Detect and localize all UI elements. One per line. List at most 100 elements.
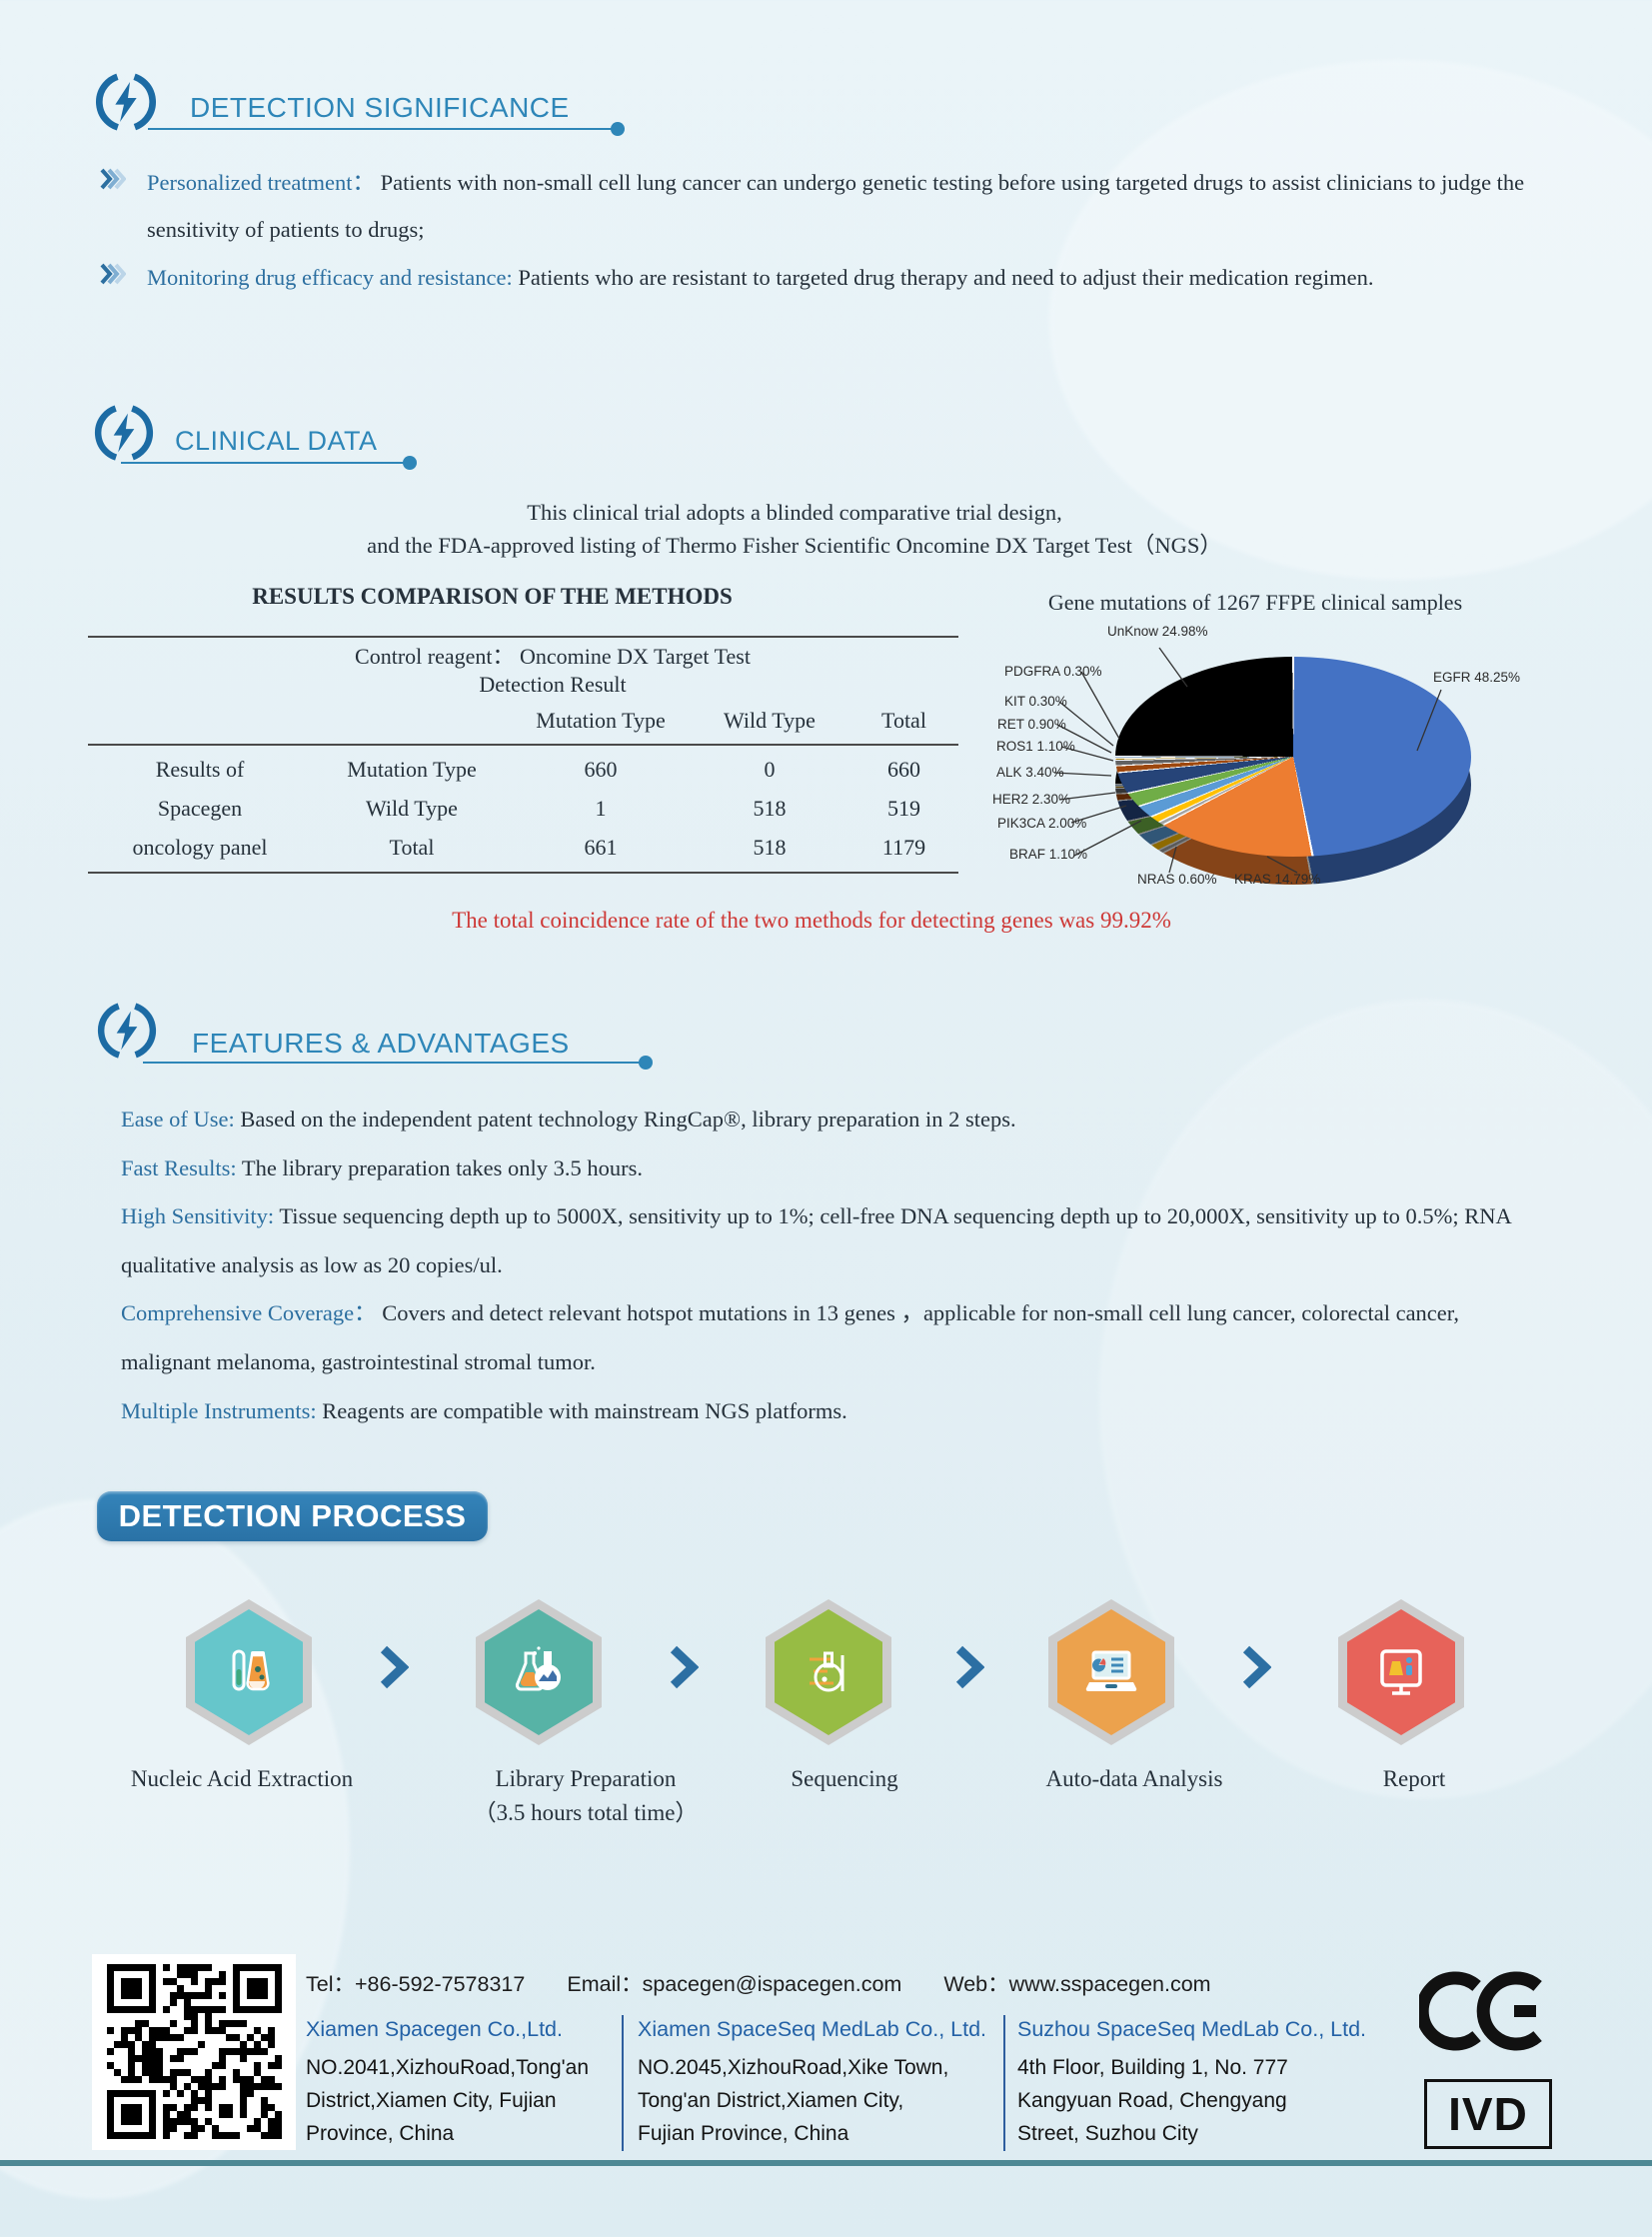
column-divider: [622, 2015, 624, 2151]
pie-label-unknow: UnKnow 24.98%: [1107, 624, 1208, 639]
process-label-extraction: Nucleic Acid Extraction: [130, 1766, 354, 1791]
feature-lead: Fast Results:: [121, 1154, 237, 1180]
process-step-sequencing: [766, 1599, 891, 1745]
detection-process-title: DETECTION PROCESS: [118, 1498, 467, 1533]
pie-label-alk: ALK 3.40%: [996, 765, 1064, 780]
col-header-wild-type: Wild Type: [724, 708, 816, 733]
table-cell: 661: [584, 835, 618, 860]
laptop-chart-icon: [1057, 1609, 1165, 1735]
pie-label-kras: KRAS 14.79%: [1234, 872, 1321, 887]
web-label: Web：: [943, 1972, 1009, 1996]
company-address: NO.2041,XizhouRoad,Tong'an District,Xiam…: [306, 2056, 590, 2145]
web-value: www.sspacegen.com: [1008, 1972, 1211, 1996]
row-group-label: oncology panel: [132, 835, 268, 860]
bullet-lead: Monitoring drug efficacy and resistance:: [147, 265, 513, 290]
spacegen-logo-icon: [93, 402, 155, 464]
table-control-header: Control reagent： Oncomine DX Target Test…: [220, 643, 885, 699]
bullet-text: Patients with non-small cell lung cancer…: [147, 170, 1525, 242]
pie-label-pdgfra: PDGFRA 0.30%: [1004, 664, 1102, 679]
clinical-intro: This clinical trial adopts a blinded com…: [0, 496, 1589, 562]
table-cell: 518: [753, 835, 787, 860]
feature-text: Reagents are compatible with mainstream …: [322, 1397, 847, 1423]
tel-value: +86-592-7578317: [354, 1972, 526, 1996]
section-title-features-advantages: FEATURES & ADVANTAGES: [192, 1028, 570, 1059]
control-header-line1: Control reagent： Oncomine DX Target Test: [355, 644, 751, 669]
feature-high-sensitivity: High Sensitivity: Tissue sequencing dept…: [121, 1192, 1544, 1289]
process-sublabel: （3.5 hours total time）: [473, 1800, 699, 1825]
section-title-clinical-data: CLINICAL DATA: [175, 426, 378, 456]
row-group-label: Results of: [155, 757, 245, 782]
table-cell: 519: [887, 796, 920, 821]
arrow-chevron-icon: [379, 1645, 410, 1694]
feature-comprehensive-coverage: Comprehensive Coverage： Covers and detec…: [121, 1289, 1544, 1386]
col-header-total: Total: [881, 708, 926, 733]
features-list: Ease of Use: Based on the independent pa…: [121, 1096, 1544, 1435]
control-header-line2: Detection Result: [479, 672, 627, 697]
table-rule-bottom: [88, 872, 958, 874]
table-cell: 660: [887, 757, 920, 782]
arrow-chevron-icon: [954, 1645, 985, 1694]
feature-lead: Comprehensive Coverage：: [121, 1300, 377, 1326]
coincidence-conclusion: The total coincidence rate of the two me…: [452, 908, 1171, 933]
pie-label-ret: RET 0.90%: [997, 717, 1066, 732]
process-step-library: [476, 1599, 602, 1745]
feature-text: Covers and detect relevant hotspot mutat…: [121, 1300, 1459, 1374]
pie-label-egfr: EGFR 48.25%: [1433, 670, 1521, 685]
table-rule-mid: [88, 744, 958, 746]
table-cell: 1: [595, 796, 607, 821]
process-label-library: Library Preparation （3.5 hours total tim…: [436, 1762, 736, 1830]
table-cell: 660: [584, 757, 618, 782]
background-decoration: [1049, 60, 1652, 580]
round-flask-icon: [775, 1609, 882, 1735]
feature-lead: High Sensitivity:: [121, 1203, 275, 1229]
flasks-icon: [485, 1609, 593, 1735]
table-rule-top: [88, 636, 958, 638]
pie-label-braf: BRAF 1.10%: [1009, 847, 1088, 862]
company-name: Suzhou SpaceSeq MedLab Co., Ltd.: [1017, 2017, 1367, 2041]
column-divider: [1003, 2015, 1005, 2151]
feature-lead: Multiple Instruments:: [121, 1397, 317, 1423]
process-label-analysis: Auto-data Analysis: [1045, 1766, 1223, 1791]
row-group-label: Spacegen: [157, 796, 243, 821]
feature-ease-of-use: Ease of Use: Based on the independent pa…: [121, 1096, 1544, 1144]
pie-label-her2: HER2 2.30%: [992, 792, 1071, 807]
feature-lead: Ease of Use:: [121, 1107, 235, 1131]
bullet-monitoring-efficacy: Monitoring drug efficacy and resistance:…: [147, 255, 1538, 302]
pie-label-pik3ca: PIK3CA 2.00%: [997, 816, 1087, 831]
table-cell: 518: [753, 796, 787, 821]
pie-label-ros1: ROS1 1.10%: [996, 739, 1075, 754]
col-header-mutation-type: Mutation Type: [536, 708, 666, 733]
tel-label: Tel：: [306, 1972, 355, 1996]
qr-code: [92, 1954, 296, 2150]
spacegen-logo-icon: [96, 1000, 158, 1062]
ivd-mark: IVD: [1424, 2079, 1552, 2149]
section-rule: [148, 122, 625, 136]
table-row-label: Total: [389, 835, 435, 860]
bullet-text: Patients who are resistant to targeted d…: [518, 265, 1374, 290]
email-value: spacegen@ispacegen.com: [642, 1972, 902, 1996]
company-column-3: Suzhou SpaceSeq MedLab Co., Ltd. 4th Flo…: [1017, 2017, 1389, 2150]
table-cell: 0: [764, 757, 776, 782]
contact-line: Tel：+86-592-7578317 Email：spacegen@ispac…: [306, 1967, 1211, 1998]
clinical-intro-line2: and the FDA-approved listing of Thermo F…: [367, 533, 1222, 558]
pie-label-nras: NRAS 0.60%: [1137, 872, 1217, 887]
company-name: Xiamen SpaceSeq MedLab Co., Ltd.: [638, 2017, 986, 2041]
section-rule: [121, 456, 417, 470]
feature-text: The library preparation takes only 3.5 h…: [241, 1154, 644, 1180]
company-address: NO.2045,XizhouRoad,Xike Town, Tong'an Di…: [638, 2056, 949, 2145]
company-name: Xiamen Spacegen Co.,Ltd.: [306, 2017, 563, 2041]
company-column-1: Xiamen Spacegen Co.,Ltd. NO.2041,XizhouR…: [306, 2017, 612, 2150]
table-title: RESULTS COMPARISON OF THE METHODS: [252, 584, 733, 609]
feature-text: Based on the independent patent technolo…: [240, 1107, 1016, 1131]
table-cell: 1179: [881, 835, 926, 860]
company-column-2: Xiamen SpaceSeq MedLab Co., Ltd. NO.2045…: [638, 2017, 993, 2150]
spacegen-logo-icon: [94, 70, 158, 134]
table-row-label: Mutation Type: [347, 757, 477, 782]
test-tubes-icon: [195, 1609, 303, 1735]
feature-fast-results: Fast Results: The library preparation ta…: [121, 1144, 1544, 1193]
process-label-sequencing: Sequencing: [791, 1766, 898, 1791]
clinical-intro-line1: This clinical trial adopts a blinded com…: [527, 500, 1062, 525]
section-rule: [143, 1056, 653, 1070]
pie-label-kit: KIT 0.30%: [1004, 694, 1067, 709]
arrow-chevron-icon: [1241, 1645, 1272, 1694]
